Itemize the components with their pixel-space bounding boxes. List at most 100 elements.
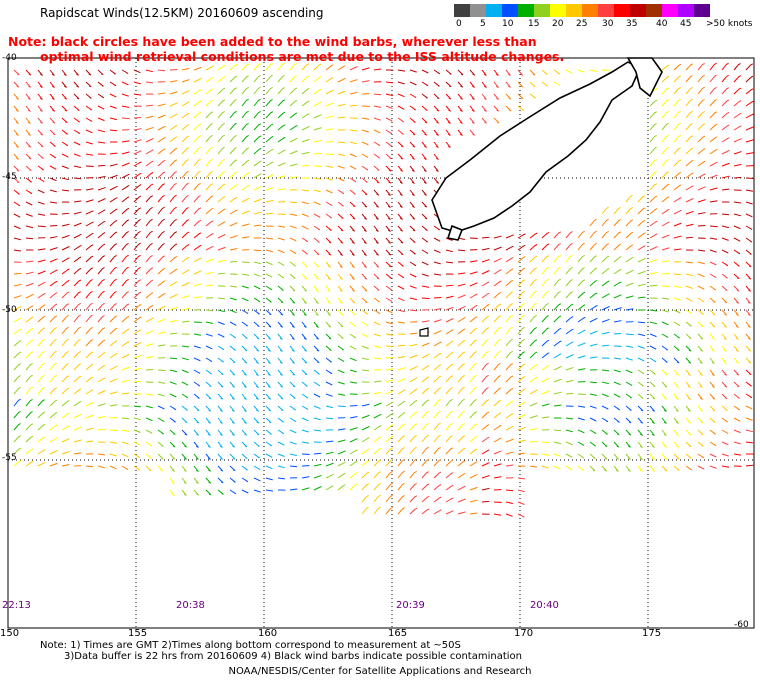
wind-barb: [217, 381, 224, 388]
wind-barb: [385, 297, 393, 302]
wind-barb: [493, 375, 501, 383]
wind-barb: [469, 293, 478, 299]
wind-barb: [445, 318, 454, 323]
wind-barb: [685, 172, 694, 179]
wind-barb: [541, 243, 550, 251]
wind-barb: [205, 271, 214, 275]
wind-barb: [433, 117, 439, 124]
wind-barb: [157, 137, 166, 143]
wind-barb: [313, 475, 322, 479]
wind-barb: [145, 126, 154, 131]
wind-barb: [421, 201, 428, 208]
wind-barb: [133, 405, 142, 408]
wind-barb: [169, 243, 178, 251]
wind-barb: [61, 314, 69, 323]
wind-barb: [529, 415, 538, 419]
wind-barb: [709, 62, 717, 71]
wind-barb: [361, 189, 368, 196]
wind-barb: [745, 309, 751, 316]
legend-swatch: [694, 4, 710, 17]
lon-label: 170: [514, 628, 534, 639]
wind-barb: [709, 417, 716, 424]
wind-barb: [685, 309, 693, 315]
wind-barb: [421, 141, 427, 148]
wind-barb: [253, 98, 261, 107]
wind-barb: [685, 75, 693, 83]
wind-barb: [241, 122, 249, 131]
wind-barb: [577, 429, 585, 434]
wind-barb: [697, 333, 704, 340]
wind-barb: [733, 87, 742, 95]
wind-barb: [289, 87, 298, 95]
wind-barb: [157, 171, 166, 179]
wind-barb: [121, 151, 130, 155]
wind-barb: [217, 234, 226, 239]
wind-barb: [661, 122, 669, 131]
wind-barb: [637, 321, 646, 324]
wind-barb: [385, 401, 394, 407]
wind-barb: [277, 285, 284, 291]
wind-barb: [421, 446, 429, 455]
wind-barb: [265, 453, 273, 458]
wind-barb: [193, 453, 199, 460]
wind-barb: [745, 249, 752, 255]
wind-barb: [481, 500, 490, 503]
wind-barb: [193, 182, 201, 191]
legend-tick: 40: [656, 19, 668, 29]
wind-barb: [181, 207, 189, 215]
wind-barb: [529, 302, 537, 311]
wind-barb: [361, 117, 370, 120]
wind-barb: [109, 453, 117, 457]
wind-barb: [253, 345, 260, 352]
wind-barb: [121, 341, 130, 347]
wind-barb: [25, 81, 31, 88]
wind-barb: [721, 357, 727, 364]
wind-barb: [673, 87, 681, 95]
wind-barb: [301, 100, 310, 107]
wind-barb: [301, 75, 310, 83]
wind-barb: [709, 273, 717, 278]
wind-barb: [313, 297, 319, 304]
wind-barb: [709, 237, 718, 240]
wind-barb: [301, 164, 310, 167]
wind-barb: [157, 331, 166, 335]
wind-barb: [325, 64, 334, 71]
wind-barb: [73, 302, 81, 311]
wind-barb: [37, 436, 46, 443]
wind-barb: [217, 405, 223, 412]
wind-barb: [193, 244, 202, 251]
wind-barb: [673, 273, 682, 276]
wind-barb: [601, 344, 610, 347]
wind-barb: [385, 165, 392, 172]
wind-barb: [577, 441, 585, 446]
wind-barb: [733, 273, 740, 280]
wind-barb: [481, 247, 490, 251]
wind-barb: [13, 306, 22, 311]
lon-label: 175: [642, 628, 662, 639]
wind-barb: [121, 129, 130, 131]
wind-barb: [337, 177, 345, 182]
wind-barb: [265, 174, 274, 179]
wind-barb: [61, 165, 69, 169]
wind-barb: [637, 357, 645, 362]
wind-barb: [553, 254, 561, 263]
wind-barb: [709, 225, 719, 228]
wind-barb: [229, 75, 238, 83]
wind-barb: [205, 195, 214, 203]
wind-barb: [157, 381, 166, 384]
wind-barb: [157, 453, 164, 460]
wind-barb: [577, 254, 585, 263]
wind-barb: [181, 101, 190, 107]
time-label: 20:38: [176, 600, 205, 611]
wind-barb: [697, 417, 704, 424]
wind-barb: [433, 446, 441, 455]
wind-barb: [565, 254, 573, 263]
wind-barb: [13, 460, 22, 467]
wind-barb: [733, 381, 740, 388]
wind-barb: [349, 141, 357, 145]
wind-barb: [37, 141, 44, 148]
wind-barb: [649, 233, 658, 239]
wind-barb: [385, 213, 391, 220]
wind-barb: [325, 393, 333, 397]
wind-barb: [73, 452, 82, 455]
